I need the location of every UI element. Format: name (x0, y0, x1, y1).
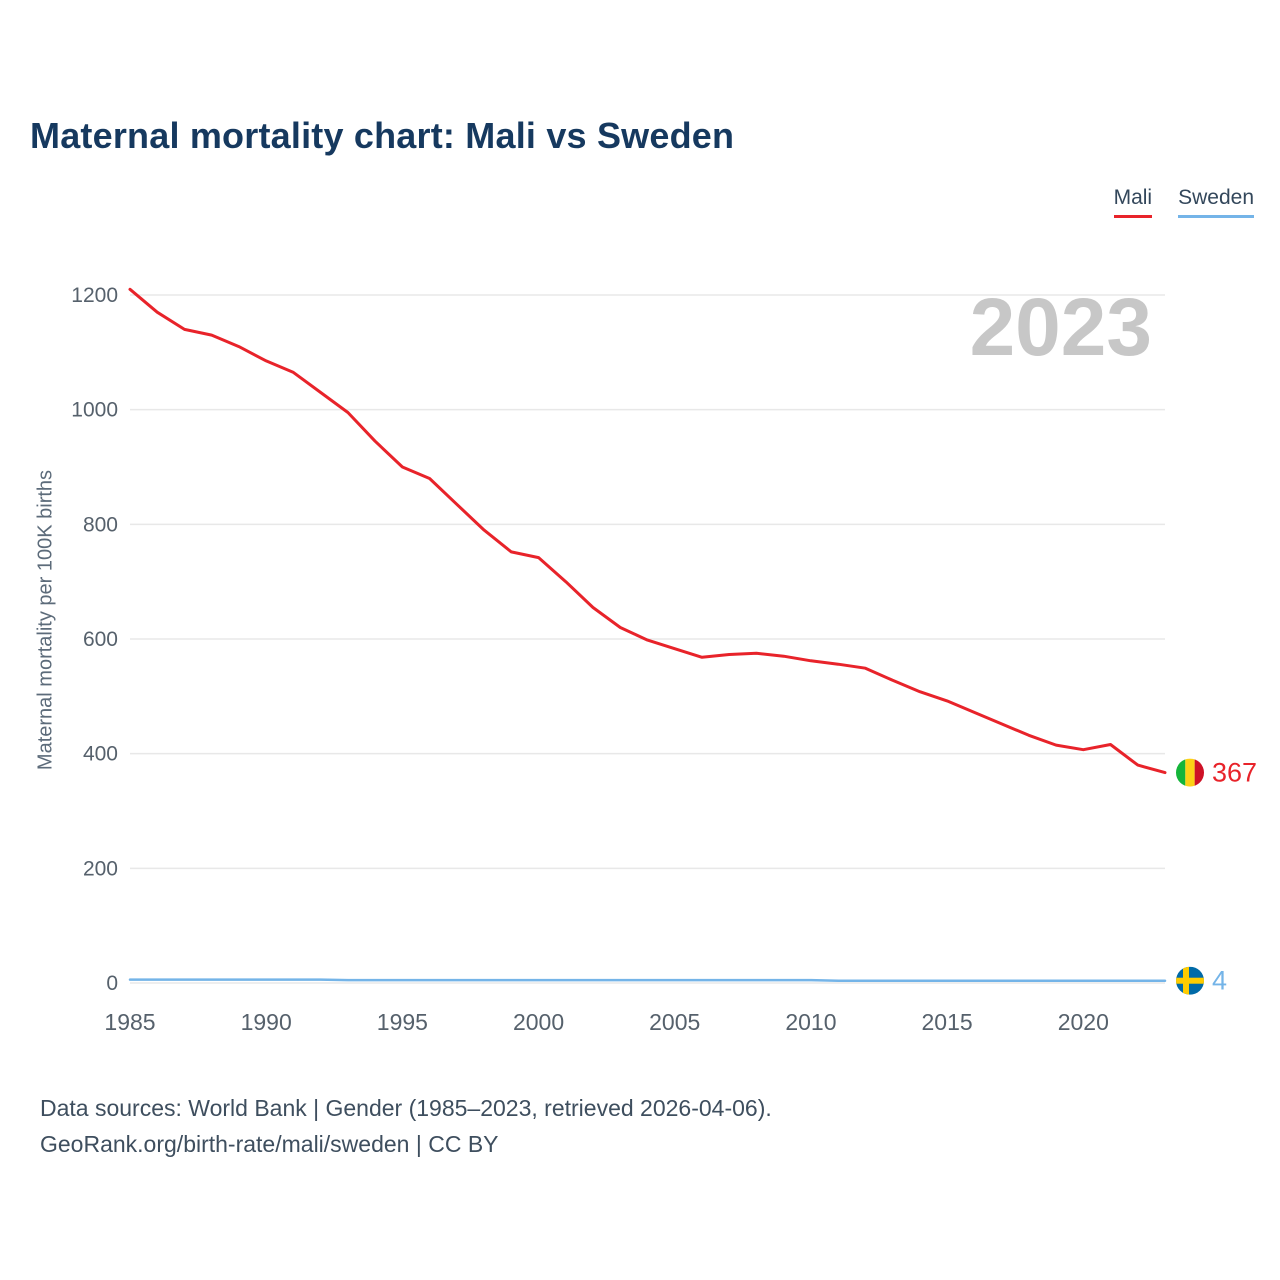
y-tick-label: 400 (83, 743, 118, 766)
x-tick-label: 2000 (513, 1009, 564, 1035)
y-tick-label: 200 (83, 857, 118, 880)
legend-item-sweden[interactable]: Sweden (1178, 186, 1254, 218)
footer-attribution: GeoRank.org/birth-rate/mali/sweden | CC … (40, 1131, 499, 1157)
y-tick-label: 1000 (71, 399, 118, 422)
watermark-year: 2023 (970, 282, 1152, 373)
x-tick-label: 1995 (377, 1009, 428, 1035)
chart-area: 2023 0 200 400 600 800 1000 1200 1985 1990 1995 200… (0, 260, 1280, 1050)
end-value-sweden: 4 (1212, 966, 1227, 996)
x-tick-label: 1990 (241, 1009, 292, 1035)
end-value-mali: 367 (1212, 758, 1257, 788)
x-tick-label: 2010 (785, 1009, 836, 1035)
series-line-sweden (128, 978, 1167, 982)
legend-label-sweden: Sweden (1178, 186, 1254, 218)
chart-canvas: 2023 0 200 400 600 800 1000 1200 1985 1990 1995 200… (71, 282, 1257, 1035)
footer-sources: Data sources: World Bank | Gender (1985–… (40, 1095, 772, 1121)
y-tick-label: 600 (83, 628, 118, 651)
x-tick-label: 2005 (649, 1009, 700, 1035)
x-tick-label: 1985 (104, 1009, 155, 1035)
x-tick-label: 2015 (922, 1009, 973, 1035)
y-tick-label: 800 (83, 513, 118, 536)
y-tick-label: 1200 (71, 284, 118, 307)
mali-flag-icon (1176, 758, 1204, 787)
legend-item-mali[interactable]: Mali (1113, 186, 1153, 218)
legend-label-mali: Mali (1113, 186, 1153, 218)
chart-legend: Mali Sweden (1113, 186, 1254, 218)
sweden-flag-icon (1176, 966, 1204, 995)
chart-footer: Data sources: World Bank | Gender (1985–… (40, 1090, 772, 1162)
y-tick-label: 0 (106, 972, 118, 995)
x-tick-label: 2020 (1058, 1009, 1109, 1035)
series-line-mali (128, 287, 1167, 775)
page-title: Maternal mortality chart: Mali vs Sweden (30, 115, 735, 156)
